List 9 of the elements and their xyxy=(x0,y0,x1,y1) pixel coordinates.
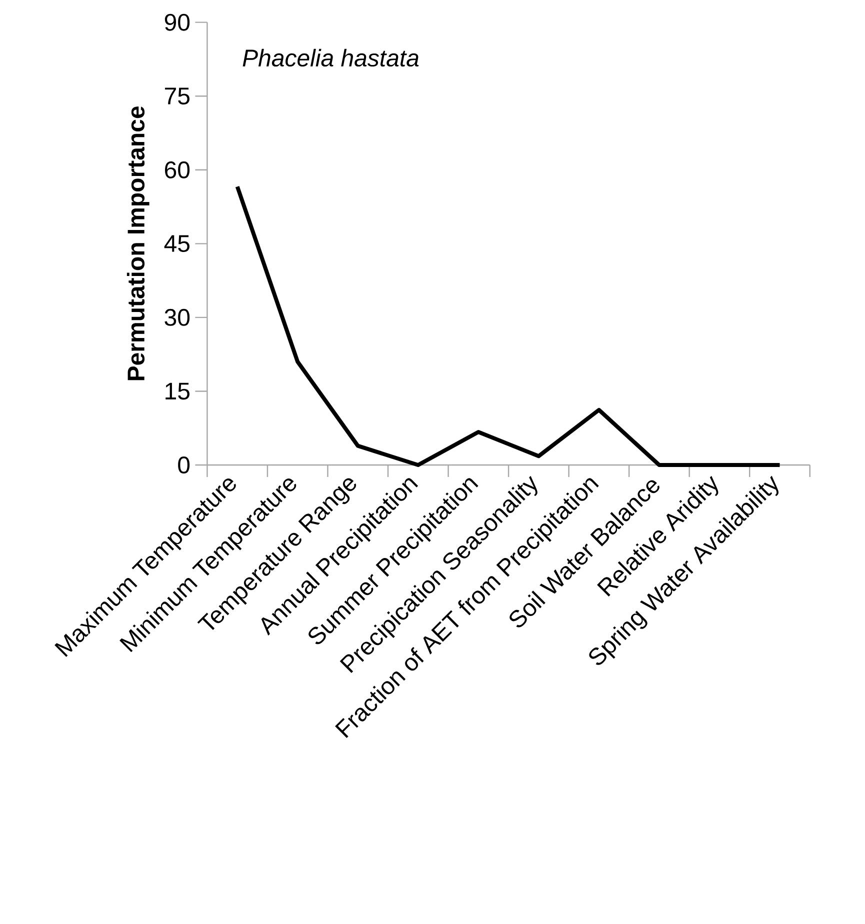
text: Phacelia hastata xyxy=(242,48,419,67)
y-tick-label: 90 xyxy=(164,14,190,31)
y-tick-label: 30 xyxy=(164,308,190,326)
y-tick-label: 45 xyxy=(164,235,190,252)
y-tick-label: 15 xyxy=(166,382,190,400)
y-axis-title: Permutation Importance xyxy=(126,106,150,380)
y-tick-label: 75 xyxy=(165,88,190,104)
y-tick-label: 60 xyxy=(165,161,190,178)
y-tick-label: 0 xyxy=(178,456,190,474)
